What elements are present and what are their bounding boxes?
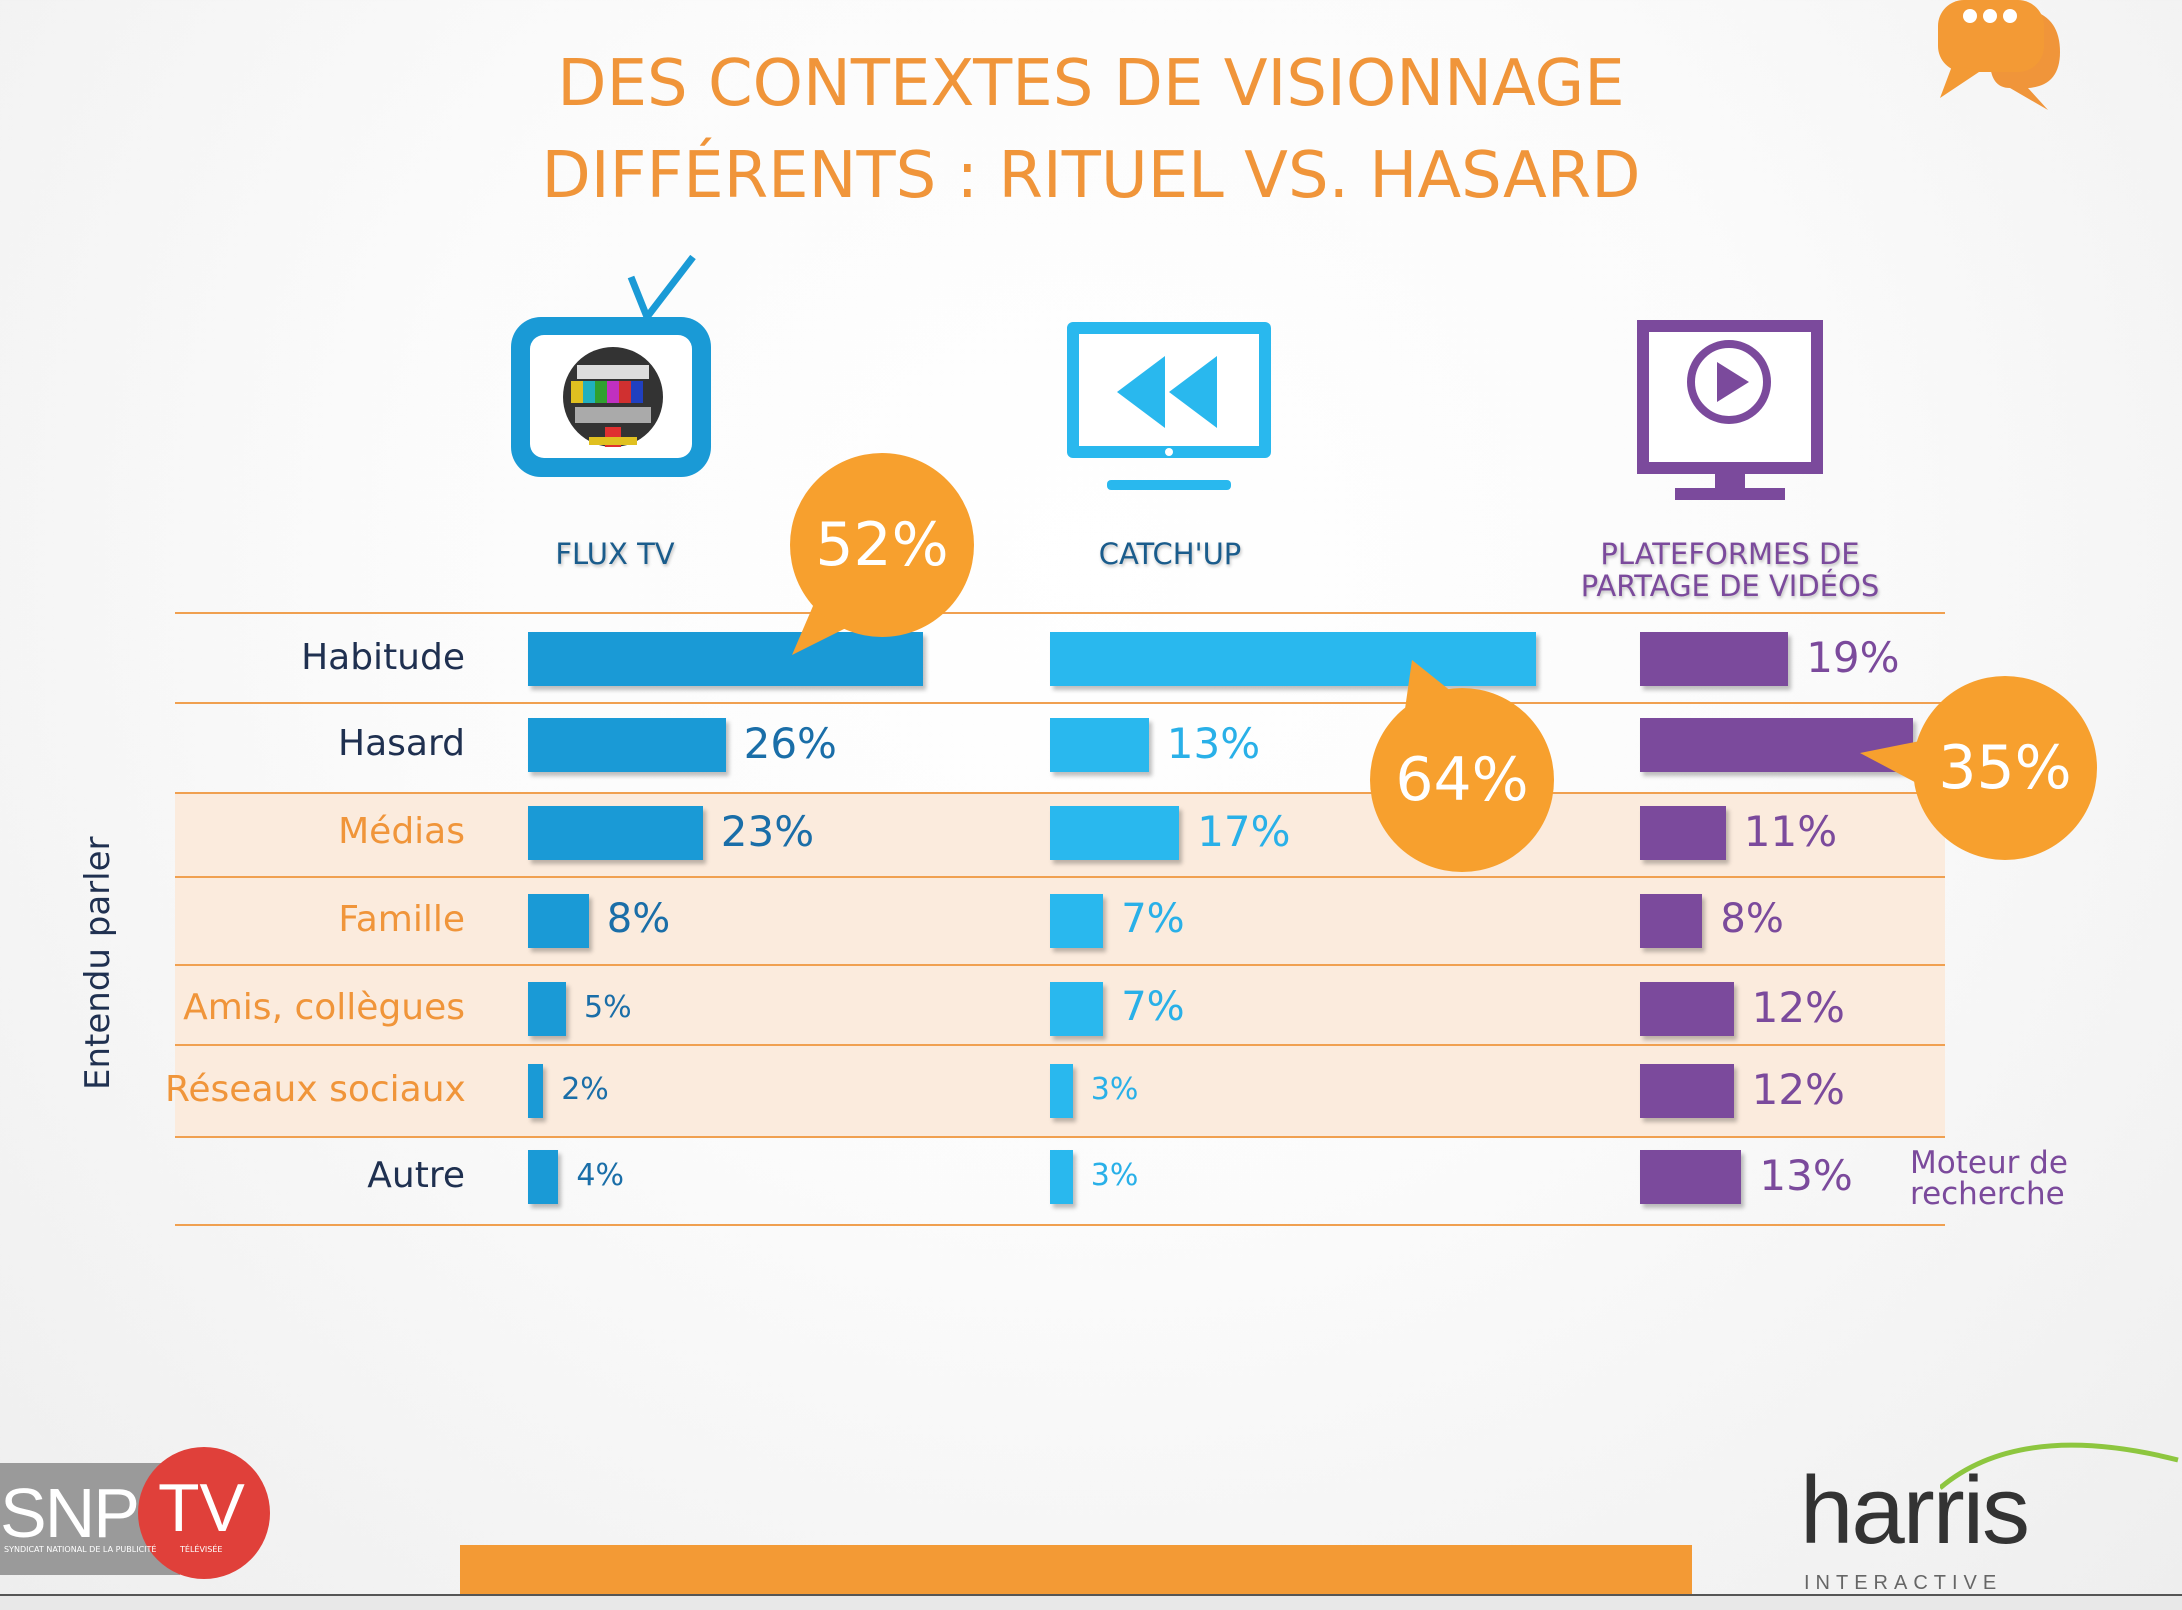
bar [1640, 718, 1913, 772]
row-divider [175, 1224, 1945, 1226]
column-header-flux: FLUX TV [555, 537, 675, 571]
row-label: Famille [338, 899, 465, 940]
side-note-line-1: Moteur de [1910, 1145, 2068, 1181]
column-header-plateformes: PLATEFORMES DE PARTAGE DE VIDÉOS [1540, 538, 1920, 602]
bar [528, 894, 589, 948]
harris-logo-subtext: INTERACTIVE [1804, 1572, 2003, 1594]
row-label: Habitude [301, 637, 465, 678]
row-label: Réseaux sociaux [165, 1069, 466, 1110]
y-axis-label: Entendu parler [78, 836, 118, 1090]
side-note-line-2: recherche [1910, 1176, 2065, 1212]
bar [1640, 632, 1789, 686]
data-label: 13% [1166, 718, 1261, 768]
bar [528, 1064, 544, 1118]
bar [528, 718, 726, 772]
bar [1640, 982, 1734, 1036]
data-label: 13% [1759, 1150, 1853, 1200]
data-label: 12% [1751, 982, 1845, 1032]
row-label: Hasard [338, 723, 465, 764]
page-title: DES CONTEXTES DE VISIONNAGE DIFFÉRENTS :… [0, 38, 2182, 222]
column-header-catchup: CATCH'UP [1098, 537, 1242, 571]
footer-bar [460, 1545, 1692, 1595]
snp-logo-text: SNP [0, 1474, 140, 1552]
data-label: 8% [1720, 896, 1784, 943]
row-divider [175, 876, 1945, 878]
data-label: 3% [1090, 1072, 1139, 1108]
data-label: 19% [1806, 632, 1900, 682]
snp-logo-subtext: SYNDICAT NATIONAL DE LA PUBLICITÉ [4, 1545, 157, 1554]
data-label: 12% [1751, 1064, 1845, 1114]
data-label: 4% [576, 1158, 624, 1194]
bar [1050, 806, 1180, 860]
row-divider [175, 964, 1945, 966]
data-label: 7% [1121, 896, 1185, 943]
row-divider [175, 1136, 1945, 1138]
harris-logo-text: harris [1800, 1457, 2030, 1564]
bar [1640, 1150, 1742, 1204]
callout-bubble: 52% [790, 453, 974, 637]
title-line-1: DES CONTEXTES DE VISIONNAGE [557, 47, 1625, 121]
data-label: 17% [1197, 806, 1291, 856]
title-line-2: DIFFÉRENTS : RITUEL VS. HASARD [541, 139, 1641, 213]
play-monitor-icon [1637, 320, 1823, 500]
row-divider [175, 1044, 1945, 1046]
bar [1050, 982, 1104, 1036]
row-divider [175, 612, 1945, 614]
chat-bubbles-icon [1938, 0, 2060, 110]
data-label: 26% [743, 718, 837, 768]
bar [1640, 894, 1703, 948]
bar [1640, 806, 1726, 860]
column-header-plateformes-line-2: PARTAGE DE VIDÉOS [1580, 569, 1880, 603]
row-label: Médias [338, 811, 465, 852]
snptv-logo: SNP TV SYNDICAT NATIONAL DE LA PUBLICITÉ… [0, 1445, 280, 1585]
bar [528, 1150, 559, 1204]
harris-logo: harris INTERACTIVE [1790, 1430, 2180, 1605]
tv-icon [511, 255, 711, 477]
side-note: Moteur de recherche [1910, 1148, 2068, 1210]
tv-logo-text: TV [158, 1470, 245, 1546]
data-label: 8% [606, 896, 671, 943]
bar [1050, 894, 1104, 948]
row-divider [175, 702, 1945, 704]
bar [1050, 718, 1149, 772]
data-label: 2% [561, 1072, 609, 1108]
rewind-monitor-icon [1067, 322, 1271, 490]
row-label: Autre [367, 1155, 465, 1196]
data-label: 23% [720, 806, 815, 856]
bar [528, 632, 924, 686]
bar [1050, 632, 1537, 686]
data-label: 5% [584, 990, 632, 1026]
bar [1050, 1064, 1073, 1118]
tv-logo-subtext: TÉLÉVISÉE [180, 1545, 223, 1554]
bar [1640, 1064, 1734, 1118]
data-label: 7% [1121, 984, 1185, 1031]
callout-bubble: 35% [1913, 676, 2097, 860]
row-label: Amis, collègues [183, 987, 465, 1028]
data-label: 11% [1743, 806, 1838, 856]
harris-swoosh-icon [1940, 1442, 2179, 1490]
callout-bubble: 64% [1370, 688, 1554, 872]
data-label: 3% [1090, 1158, 1139, 1194]
row-divider [175, 792, 1945, 794]
bar [1050, 1150, 1073, 1204]
bar [528, 806, 703, 860]
bar [528, 982, 566, 1036]
column-header-plateformes-line-1: PLATEFORMES DE [1600, 537, 1860, 571]
footer-edge [0, 1594, 2182, 1610]
